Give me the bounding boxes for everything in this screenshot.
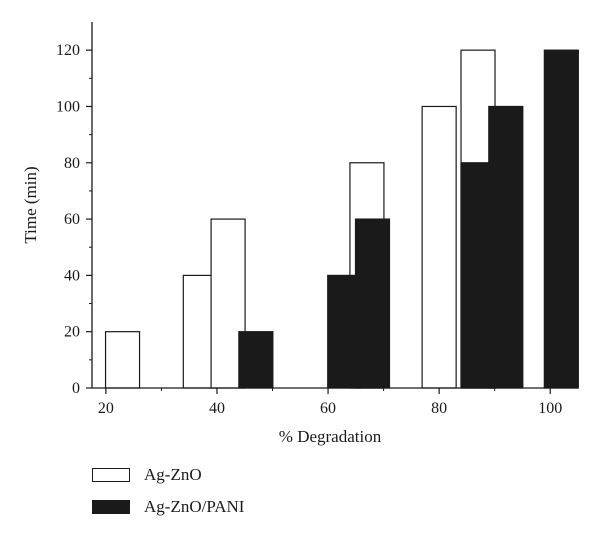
y-tick-label: 120 [56, 42, 80, 59]
y-tick-label: 100 [56, 98, 80, 115]
legend-item-ag-zno: Ag-ZnO [92, 464, 244, 486]
x-tick-label: 20 [98, 400, 114, 417]
y-tick-label: 60 [64, 211, 80, 228]
bar-ag-zno-pani-5 [543, 49, 579, 389]
y-tick-label: 80 [64, 155, 80, 172]
bar-chart: 0 20 40 60 80 100 120 20 40 60 80 100 % Degradation… [21, 22, 579, 446]
x-tick-label: 100 [538, 400, 562, 417]
y-tick-label: 0 [72, 380, 80, 397]
legend-swatch-ag-zno [92, 468, 130, 482]
bar-ag-zno-4 [421, 105, 457, 389]
bar-ag-zno-0 [104, 331, 141, 389]
bar-ag-zno-pani-0 [238, 331, 274, 389]
y-tick-label: 40 [64, 267, 80, 284]
legend-label-ag-zno-pani: Ag-ZnO/PANI [144, 497, 245, 516]
y-axis-label: Time (min) [21, 166, 40, 243]
x-axis-label: % Degradation [279, 427, 382, 446]
legend: Ag-ZnO Ag-ZnO/PANI [92, 464, 244, 528]
x-tick-label: 60 [320, 400, 336, 417]
y-tick-label: 20 [64, 324, 80, 341]
axes-group: 0 20 40 60 80 100 120 20 40 60 80 100 [56, 22, 578, 417]
x-tick-label: 80 [431, 400, 447, 417]
legend-swatch-ag-zno-pani [92, 500, 130, 514]
legend-item-ag-zno-pani: Ag-ZnO/PANI [92, 496, 244, 518]
bars-group [104, 49, 579, 389]
x-tick-label: 40 [209, 400, 225, 417]
bar-ag-zno-pani-4 [488, 105, 524, 389]
bar-ag-zno-pani-2 [354, 218, 391, 389]
legend-label-ag-zno: Ag-ZnO [144, 465, 202, 484]
